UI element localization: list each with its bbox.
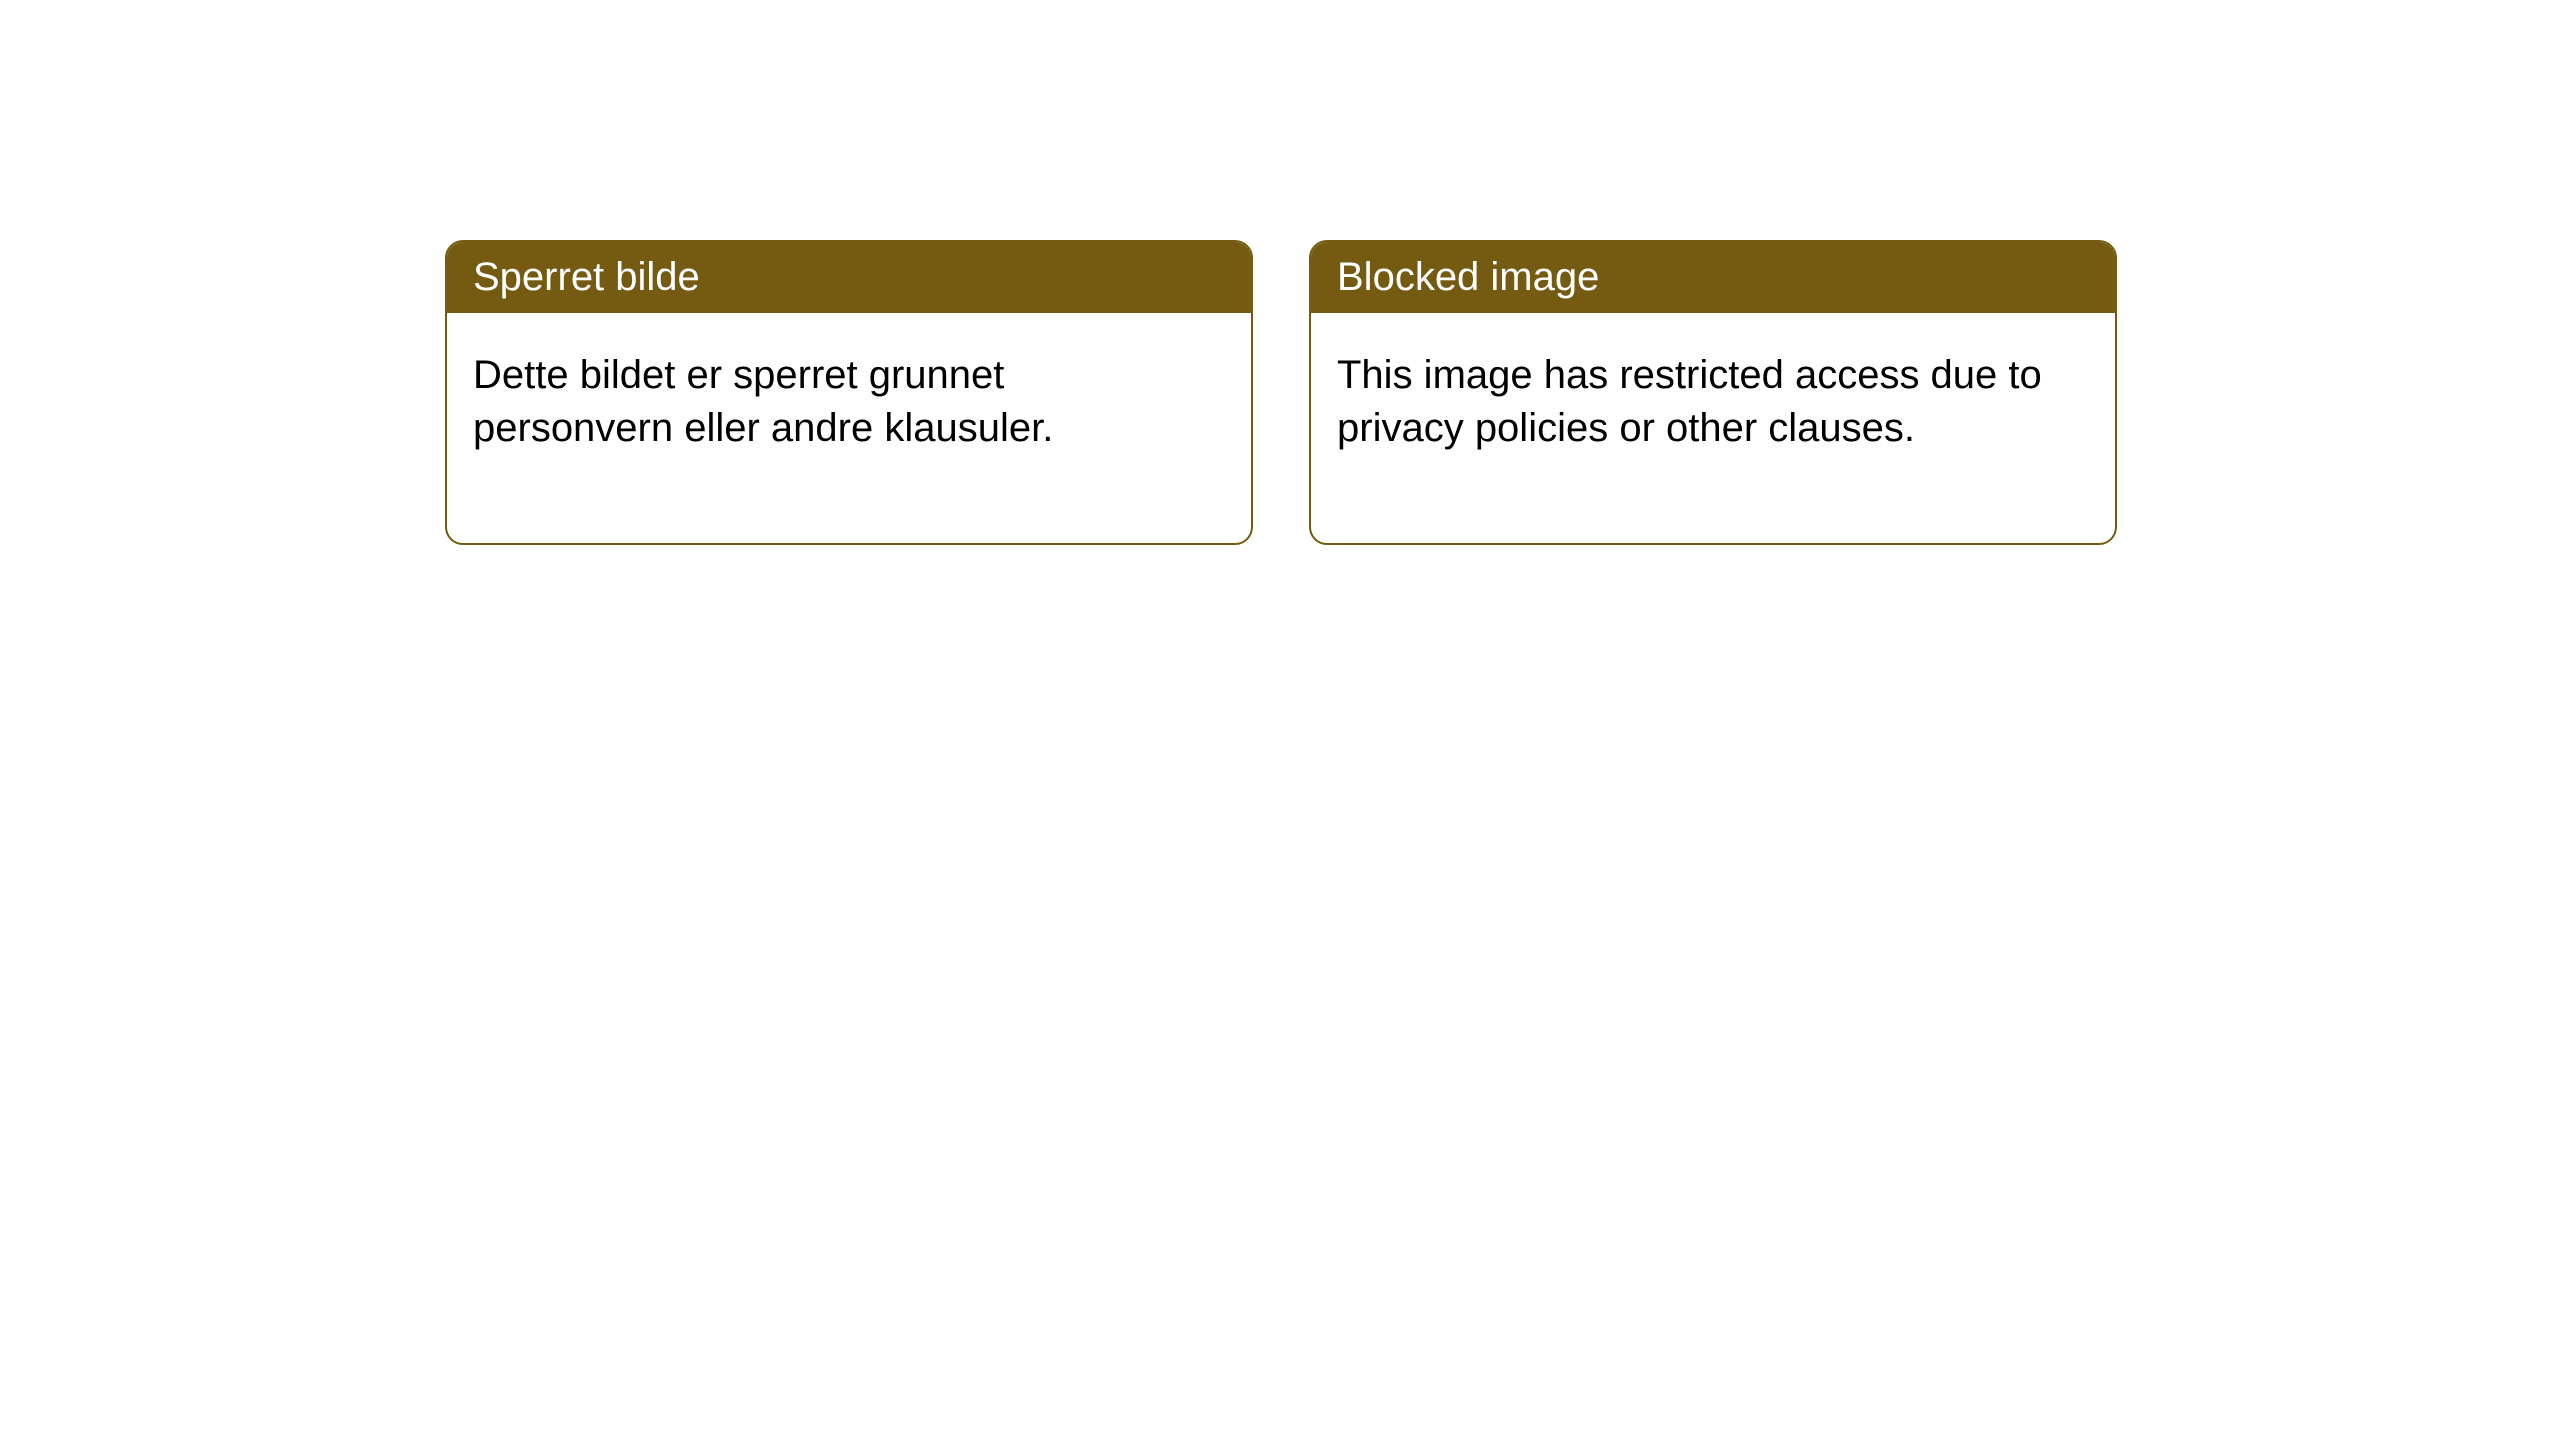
notice-header-english: Blocked image [1311,242,2115,313]
notice-title-norwegian: Sperret bilde [473,255,700,299]
notice-title-english: Blocked image [1337,255,1599,299]
notice-body-norwegian: Dette bildet er sperret grunnet personve… [447,313,1251,543]
notice-header-norwegian: Sperret bilde [447,242,1251,313]
notice-card-english: Blocked image This image has restricted … [1309,240,2117,545]
notice-text-english: This image has restricted access due to … [1337,349,2047,455]
notice-body-english: This image has restricted access due to … [1311,313,2115,543]
notice-text-norwegian: Dette bildet er sperret grunnet personve… [473,349,1183,455]
notice-container: Sperret bilde Dette bildet er sperret gr… [0,0,2560,545]
notice-card-norwegian: Sperret bilde Dette bildet er sperret gr… [445,240,1253,545]
